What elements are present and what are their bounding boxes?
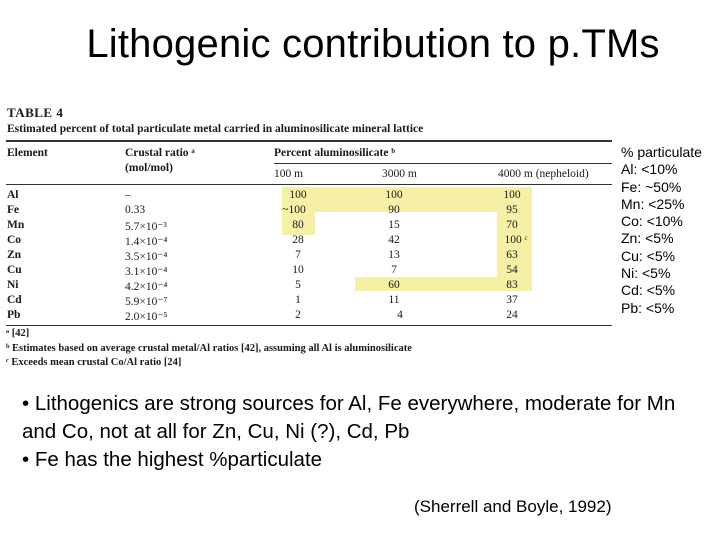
col-crustal-unit: (mol/mol)	[125, 162, 173, 174]
row-element: Mn	[7, 219, 25, 231]
list-item: Fe: ~50%	[621, 178, 682, 195]
row-value-3000m: 15	[388, 219, 400, 231]
row-value-100m: 5	[295, 279, 301, 291]
list-item: Al: <10%	[621, 161, 678, 178]
row-value-100m: 28	[292, 234, 304, 246]
row-value-100m: 2	[295, 309, 301, 321]
bullet-item: • Lithogenics are strong sources for Al,…	[22, 392, 676, 443]
row-element: Al	[7, 189, 19, 201]
bullet-list: • Lithogenics are strong sources for Al,…	[22, 390, 712, 474]
row-value-3000m: 60	[388, 279, 400, 291]
col-percent-header: Percent aluminosilicate ᵇ	[274, 147, 396, 159]
row-value-3000m: 7	[391, 264, 397, 276]
col-crustal-header: Crustal ratio ᵃ	[125, 147, 195, 159]
row-element: Cd	[7, 294, 22, 306]
row-value-3000m: 42	[388, 234, 400, 246]
row-value-4000m: 37	[506, 294, 518, 306]
row-value-3000m: 90	[388, 204, 400, 216]
row-element: Zn	[7, 249, 22, 261]
row-value-100m: 7	[295, 249, 301, 261]
row-value-100m: ~100	[282, 204, 306, 216]
highlight-ni-row	[355, 277, 532, 291]
row-value-100m: 80	[292, 219, 304, 231]
list-item: Cd: <5%	[621, 282, 676, 299]
row-element: Cu	[7, 264, 22, 276]
row-ratio: 2.0×10⁻⁵	[125, 311, 168, 323]
row-value-4000m: 70	[506, 219, 518, 231]
row-ratio: –	[125, 189, 131, 201]
particulate-summary-list: % particulate Al: <10% Fe: ~50% Mn: <25%…	[621, 144, 720, 317]
row-ratio: 5.7×10⁻³	[125, 221, 167, 233]
row-element: Pb	[7, 309, 21, 321]
list-item: % particulate	[621, 144, 702, 160]
list-item: Ni: <5%	[621, 265, 671, 282]
footnote-c: ᶜ Exceeds mean crustal Co/Al ratio [24]	[6, 357, 182, 368]
table-heading: TABLE 4	[7, 105, 64, 120]
citation: (Sherrell and Boyle, 1992)	[414, 497, 612, 516]
highlight-al-fe	[282, 187, 532, 212]
row-ratio: 3.5×10⁻⁴	[125, 251, 168, 263]
footnote-b: ᵇ Estimates based on average crustal met…	[6, 343, 412, 354]
list-item: Co: <10%	[621, 213, 683, 230]
row-value-4000m: 54	[506, 264, 518, 276]
depth-header-100: 100 m	[274, 168, 304, 180]
row-value-3000m: 13	[388, 249, 400, 261]
depth-header-3000: 3000 m	[382, 168, 417, 180]
table-top-rule	[6, 140, 612, 142]
footnote-a: ᵃ [42]	[6, 328, 30, 339]
row-element: Fe	[7, 204, 20, 216]
row-value-3000m: 11	[388, 294, 400, 306]
row-ratio: 4.2×10⁻⁴	[125, 281, 168, 293]
row-element: Co	[7, 234, 22, 246]
row-value-4000m: 100 ᶜ	[504, 234, 528, 246]
highlight-mn-100m	[282, 212, 315, 235]
row-value-100m: 1	[295, 294, 301, 306]
row-ratio: 1.4×10⁻⁴	[125, 236, 168, 248]
row-ratio: 0.33	[125, 204, 146, 216]
header-bottom-rule	[6, 184, 612, 185]
row-value-4000m: 100	[503, 189, 521, 201]
row-value-4000m: 63	[506, 249, 518, 261]
row-value-4000m: 95	[506, 204, 518, 216]
row-value-3000m: 100	[385, 189, 403, 201]
row-ratio: 5.9×10⁻⁷	[125, 296, 168, 308]
list-item: Zn: <5%	[621, 230, 674, 247]
row-value-4000m: 24	[506, 309, 518, 321]
list-item: Cu: <5%	[621, 247, 676, 264]
row-value-100m: 10	[292, 264, 304, 276]
bullet-item: • Fe has the highest %particulate	[22, 448, 323, 471]
highlight-4000m-column	[497, 212, 532, 277]
col-element-header: Element	[7, 147, 48, 159]
table-bottom-rule	[6, 325, 612, 326]
row-ratio: 3.1×10⁻⁴	[125, 266, 168, 278]
list-item: Mn: <25%	[621, 195, 685, 212]
row-element: Ni	[7, 279, 19, 291]
table-image: TABLE 4 Estimated percent of total parti…	[0, 103, 615, 373]
table-caption: Estimated percent of total particulate m…	[7, 123, 424, 135]
row-value-4000m: 83	[506, 279, 518, 291]
slide-title: Lithogenic contribution to p.TMs	[86, 22, 660, 66]
row-value-3000m: 4	[397, 309, 403, 321]
depth-header-4000: 4000 m (nepheloid)	[498, 168, 589, 180]
list-item: Pb: <5%	[621, 299, 675, 316]
percent-header-rule	[274, 163, 612, 164]
row-value-100m: 100	[289, 189, 307, 201]
